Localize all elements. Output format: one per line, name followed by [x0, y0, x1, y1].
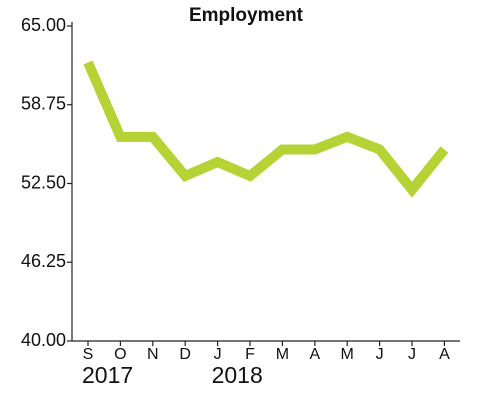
x-tick-label: A [309, 346, 320, 363]
x-tick-label: N [147, 346, 159, 363]
chart-title: Employment [189, 5, 304, 26]
x-tick-label: M [276, 346, 289, 363]
x-tick-label: S [83, 346, 94, 363]
x-tick-label: J [376, 346, 384, 363]
y-tick-label: 65.00 [21, 15, 66, 35]
x-tick-label: D [179, 346, 191, 363]
x-group-label: 2017 [82, 362, 133, 388]
y-tick-label: 52.50 [21, 172, 66, 192]
x-tick-label: A [439, 346, 450, 363]
y-tick-label: 46.25 [21, 251, 66, 271]
x-group-label: 2018 [212, 362, 263, 388]
y-tick-label: 40.00 [21, 330, 66, 350]
x-tick-label: J [408, 346, 416, 363]
x-tick-label: O [114, 346, 126, 363]
y-tick-label: 58.75 [21, 94, 66, 114]
x-tick-label: M [341, 346, 354, 363]
x-tick-label: J [214, 346, 222, 363]
x-tick-label: F [245, 346, 255, 363]
data-line [83, 60, 449, 198]
